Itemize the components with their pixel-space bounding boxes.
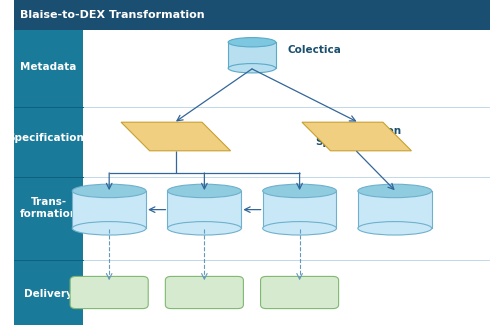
Text: DQC
• format: Blaise
• structure: field: DQC • format: Blaise • structure: field xyxy=(363,195,427,226)
FancyBboxPatch shape xyxy=(165,276,244,309)
Text: Raw Files: Raw Files xyxy=(178,288,231,297)
Text: Pre-DEX
• format: Blaise
• structure: DEX: Pre-DEX • format: Blaise • structure: DE… xyxy=(268,195,331,226)
FancyBboxPatch shape xyxy=(168,191,241,228)
Text: Colectica: Colectica xyxy=(288,46,342,55)
Ellipse shape xyxy=(73,222,146,235)
Text: DEX Schema: DEX Schema xyxy=(139,132,213,141)
Ellipse shape xyxy=(168,184,241,198)
Polygon shape xyxy=(302,122,412,151)
Ellipse shape xyxy=(228,38,276,47)
Text: Transformation
Specifications: Transformation Specifications xyxy=(312,126,402,147)
Text: Metadata: Metadata xyxy=(20,62,76,72)
FancyBboxPatch shape xyxy=(14,0,490,30)
FancyBboxPatch shape xyxy=(70,276,148,309)
FancyBboxPatch shape xyxy=(261,276,339,309)
FancyBboxPatch shape xyxy=(263,191,337,228)
Polygon shape xyxy=(121,122,231,151)
Ellipse shape xyxy=(228,64,276,73)
FancyBboxPatch shape xyxy=(358,191,432,228)
Ellipse shape xyxy=(263,222,337,235)
Ellipse shape xyxy=(263,184,337,198)
Ellipse shape xyxy=(168,222,241,235)
Ellipse shape xyxy=(358,184,432,198)
Text: Multi-Round DEX
• format: Oracle
• structure: DEX: Multi-Round DEX • format: Oracle • struc… xyxy=(77,195,141,226)
Text: Snapshot
PUFs: Snapshot PUFs xyxy=(83,282,135,303)
FancyBboxPatch shape xyxy=(228,42,276,68)
Ellipse shape xyxy=(358,222,432,235)
Text: Monitoring
Reports: Monitoring Reports xyxy=(270,282,330,303)
Ellipse shape xyxy=(73,184,146,198)
FancyBboxPatch shape xyxy=(14,30,83,325)
Text: Single-Round DEX
• format: Oracle
• structure: DEX: Single-Round DEX • format: Oracle • stru… xyxy=(170,195,239,226)
Text: Delivery: Delivery xyxy=(24,289,73,299)
Text: Trans-
formation: Trans- formation xyxy=(20,197,77,219)
FancyBboxPatch shape xyxy=(73,191,146,228)
Text: Blaise-to-DEX Transformation: Blaise-to-DEX Transformation xyxy=(20,10,204,20)
Text: Specifications: Specifications xyxy=(7,133,90,143)
